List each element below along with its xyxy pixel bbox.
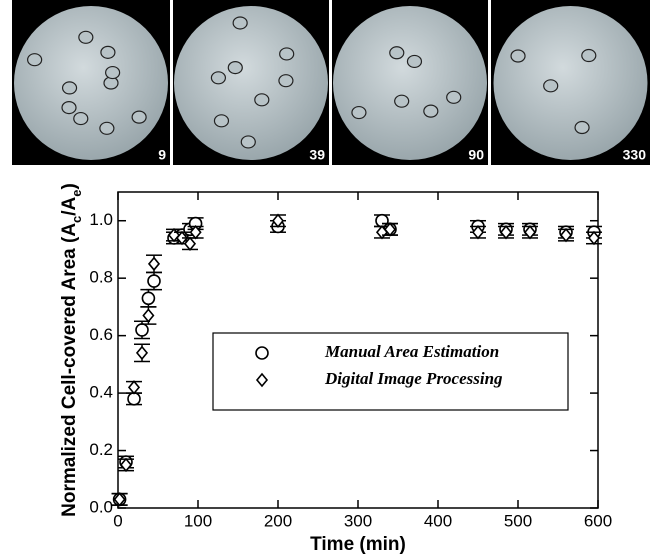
panel-label: 90 (468, 147, 484, 163)
circle-marker (135, 323, 149, 337)
cell-outline (543, 79, 559, 93)
legend-label: Manual Area Estimation (324, 342, 499, 361)
legend-box (212, 332, 569, 411)
diamond-marker (147, 256, 161, 272)
cell-outline (61, 81, 78, 95)
micrograph (493, 6, 648, 160)
y-tick-label: 0.8 (89, 268, 113, 287)
cell-outline (279, 47, 295, 61)
diamond-marker (183, 236, 197, 251)
x-tick-label: 300 (344, 511, 372, 530)
y-axis-label-part: /A (59, 196, 80, 215)
cell-outline (394, 94, 410, 108)
panel-label: 39 (309, 147, 325, 163)
y-axis-label-part: ) (59, 183, 80, 189)
diamond-marker (383, 222, 397, 237)
panel-label: 9 (158, 147, 166, 163)
micrograph (174, 6, 328, 160)
diamond-marker (559, 227, 573, 243)
cell-outline (99, 121, 115, 135)
y-axis-label-part: Normalized Cell-covered Area (A (59, 223, 80, 517)
cell-outline (78, 30, 94, 44)
cell-outline (406, 54, 423, 69)
circle-marker (127, 392, 141, 406)
cell-outline (254, 93, 270, 107)
x-tick-label: 200 (264, 511, 292, 530)
cell-outline (446, 90, 462, 104)
diamond-marker (135, 345, 149, 361)
cell-outline (240, 135, 256, 149)
cell-outline (61, 101, 77, 115)
x-tick-label: 500 (504, 511, 532, 530)
y-axis-label-part: c (69, 216, 84, 223)
micrograph (333, 6, 487, 160)
panel-label: 330 (623, 147, 647, 163)
cell-outline (232, 16, 248, 30)
x-tick-label: 400 (424, 511, 452, 530)
circle-marker (141, 291, 156, 306)
y-tick-label: 0.6 (89, 325, 113, 344)
y-tick-label: 1.0 (89, 210, 113, 229)
y-axis-label: Normalized Cell-covered Area (Ac/Ae) (59, 183, 84, 517)
circle-marker (147, 274, 161, 288)
cell-outline (27, 53, 43, 67)
cell-outline (351, 105, 367, 120)
diamond-marker (142, 308, 155, 323)
cell-outline (210, 71, 227, 85)
cell-outline (423, 104, 439, 118)
diamond-marker (271, 213, 285, 228)
cell-outline (574, 120, 590, 135)
cell-outline (213, 114, 230, 128)
y-tick-label: 0.4 (89, 383, 113, 402)
cell-outline (100, 45, 116, 59)
cell-outline (227, 61, 243, 75)
legend-marker (255, 346, 269, 360)
diamond-marker (119, 457, 133, 473)
diamond-marker (499, 224, 513, 240)
y-tick-label: 0.0 (89, 497, 113, 516)
diamond-marker (113, 492, 126, 507)
cell-outline (510, 49, 526, 63)
cell-outline (278, 74, 294, 88)
cell-outline (105, 65, 121, 80)
cell-outline (581, 48, 597, 63)
cell-outline (131, 110, 147, 124)
diamond-marker (587, 230, 601, 246)
x-tick-label: 600 (584, 511, 612, 530)
image-panels: 9 39 90 330 (12, 0, 650, 165)
diamond-marker (127, 380, 141, 395)
diamond-marker (471, 224, 485, 240)
x-tick-label: 0 (113, 511, 122, 530)
y-tick-label: 0.2 (89, 440, 113, 459)
legend-marker (255, 372, 269, 388)
legend-label: Digital Image Processing (324, 369, 503, 388)
x-tick-label: 100 (184, 511, 212, 530)
diamond-marker (189, 224, 202, 240)
diamond-marker (523, 224, 537, 240)
cell-outline (389, 46, 405, 60)
cell-outline (73, 111, 89, 126)
x-axis-label: Time (min) (310, 534, 406, 555)
micrograph (14, 6, 168, 160)
y-axis-label-part: e (69, 189, 84, 196)
